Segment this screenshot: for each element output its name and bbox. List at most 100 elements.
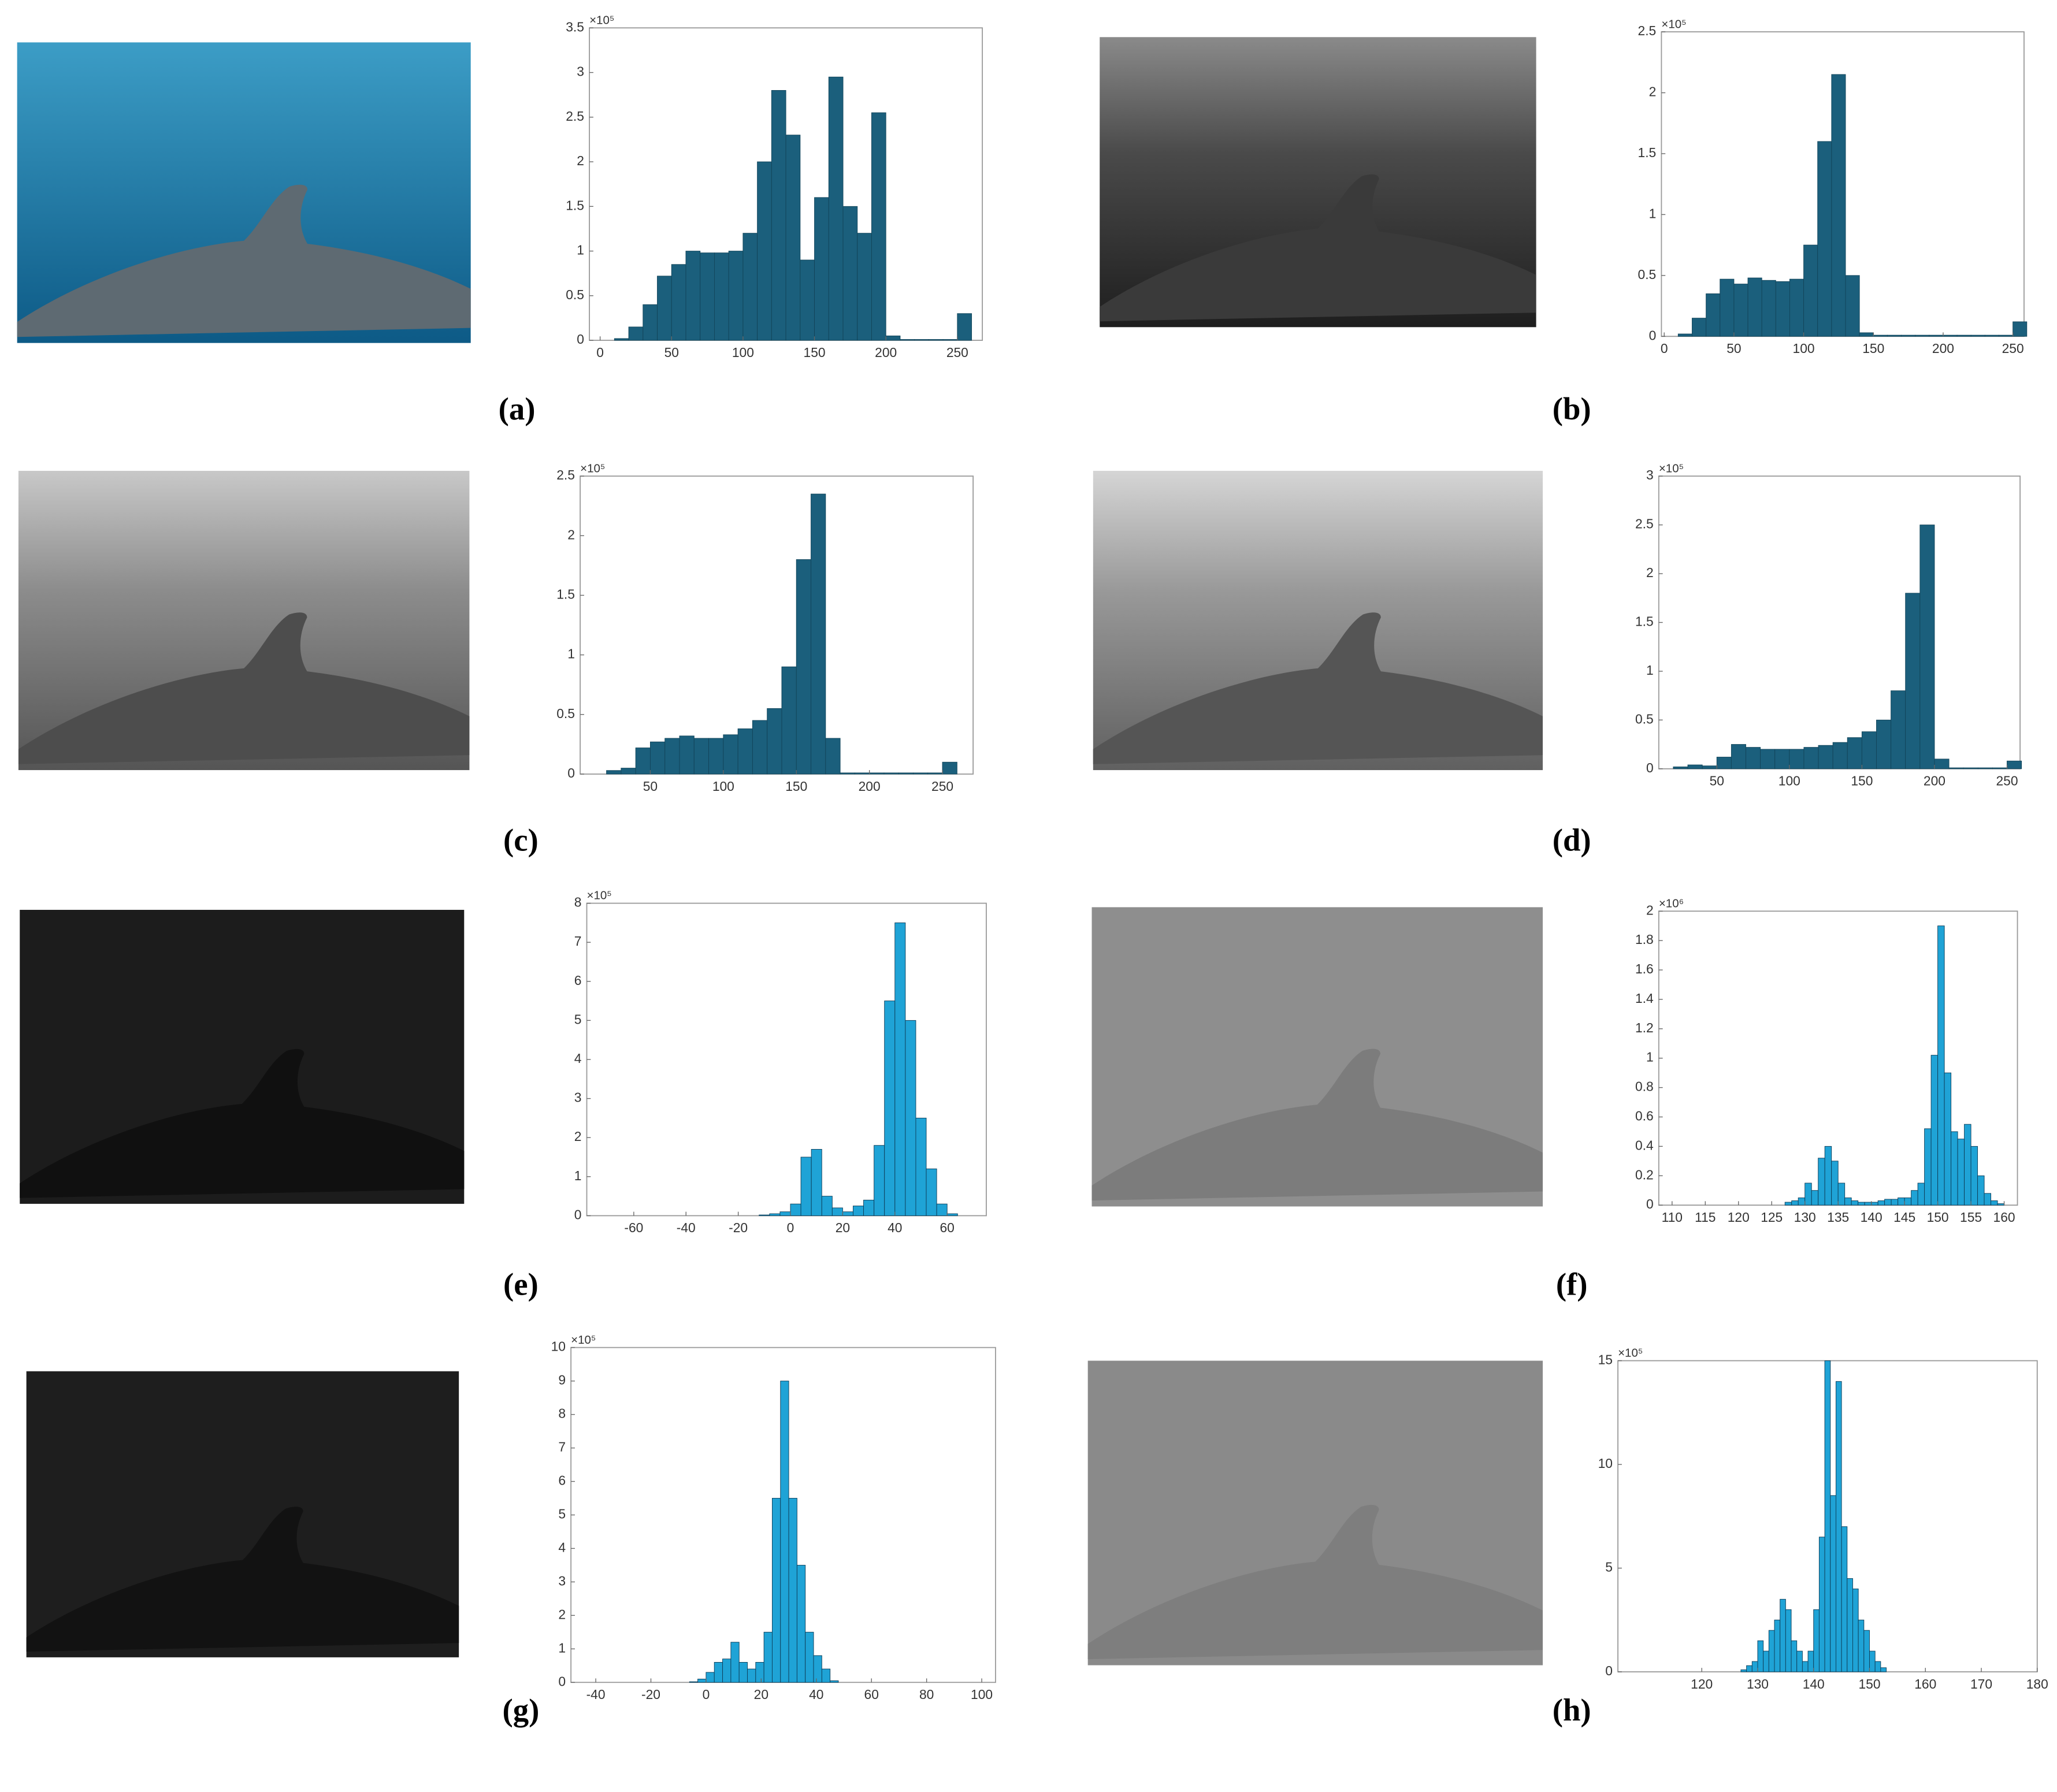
histogram-bar — [1873, 334, 1888, 337]
histogram-bar — [1830, 1495, 1836, 1672]
histogram-bar — [737, 728, 753, 775]
histogram-bar — [1802, 1661, 1809, 1672]
histogram-bar — [1831, 74, 1846, 337]
histogram-bar — [915, 1117, 927, 1216]
axes-box — [1658, 475, 2021, 769]
histogram-bar — [1824, 1146, 1832, 1206]
y-tick-label: 0 — [574, 1207, 582, 1222]
histogram-bar — [1720, 278, 1735, 337]
histogram-bar — [757, 161, 772, 341]
histogram-bar — [763, 1631, 773, 1683]
histogram-bar — [714, 252, 729, 341]
x-tick-label: 100 — [712, 779, 734, 794]
whale-silhouette — [1091, 1049, 1543, 1201]
x-tick-label: 100 — [971, 1687, 993, 1702]
histogram-bar — [708, 738, 724, 775]
y-tick-label: 2.5 — [1638, 23, 1657, 38]
histogram-bar — [1977, 767, 1993, 769]
histogram-bar — [813, 1655, 822, 1683]
histogram-bar — [1997, 1203, 2005, 1206]
histogram-bar — [657, 276, 672, 341]
whale-silhouette — [26, 1507, 459, 1652]
histogram-bar — [1774, 749, 1790, 769]
histogram-bar — [869, 772, 885, 775]
x-tick-label: 250 — [2002, 341, 2024, 356]
histogram-bar — [1818, 1537, 1825, 1672]
x-tick-label: 50 — [1726, 341, 1741, 356]
histogram-bar — [671, 264, 686, 341]
x-tick-label: -40 — [586, 1687, 606, 1702]
whale-silhouette — [1100, 174, 1536, 322]
y-tick-label: 0.5 — [556, 706, 575, 721]
y-scale-label: ×10⁶ — [1659, 897, 1684, 910]
x-tick-label: 125 — [1761, 1210, 1783, 1225]
histogram-bar — [1841, 1526, 1848, 1672]
histogram-bar — [1784, 1202, 1792, 1206]
histogram-bar — [1791, 1640, 1798, 1672]
histogram-bar — [1917, 1183, 1925, 1206]
whale-silhouette — [17, 184, 471, 337]
y-tick-label: 1.5 — [1635, 614, 1654, 629]
histogram-bar — [1937, 925, 1945, 1206]
y-tick-label: 3 — [574, 1090, 582, 1105]
histogram-bar — [853, 1206, 864, 1216]
y-tick-label: 10 — [1598, 1456, 1613, 1471]
x-tick-label: 250 — [946, 345, 968, 360]
x-tick-label: 50 — [643, 779, 658, 794]
histogram-bar — [723, 734, 738, 775]
x-tick-label: 150 — [1858, 1676, 1880, 1691]
histogram-bar — [1760, 749, 1776, 769]
y-tick-label: 2 — [1646, 565, 1654, 580]
y-tick-label: 1 — [1649, 206, 1657, 221]
histogram-bar — [1837, 1183, 1846, 1206]
histogram: -40 -20 0 20 40 60 80 100 0 1 2 3 4 5 6 7 8 9 10 ×10⁵ — [551, 1333, 996, 1702]
y-tick-label: 10 — [551, 1339, 566, 1354]
histogram-bar — [1864, 1202, 1872, 1206]
histogram-bar — [606, 770, 622, 775]
x-tick-label: 120 — [1691, 1676, 1713, 1691]
histogram-bar — [811, 493, 826, 775]
histogram-bar — [1859, 332, 1874, 337]
histogram-bar — [1904, 1197, 1912, 1206]
panel-label: (c) — [503, 822, 539, 857]
histogram-bar — [1791, 1200, 1799, 1206]
histogram-bar — [1768, 1630, 1775, 1672]
histogram-bar — [780, 1381, 789, 1683]
histogram-bar — [1702, 765, 1717, 769]
histogram-bar — [842, 1211, 853, 1216]
x-tick-label: -20 — [729, 1220, 748, 1235]
histogram-bar — [1757, 1640, 1764, 1672]
y-tick-label: 8 — [574, 895, 582, 910]
x-tick-label: 120 — [1728, 1210, 1750, 1225]
x-tick-label: 130 — [1747, 1676, 1769, 1691]
histogram-bar — [1951, 1131, 1958, 1206]
x-tick-label: 250 — [931, 779, 953, 794]
histogram-bar — [664, 738, 680, 775]
y-tick-label: 6 — [558, 1473, 566, 1488]
x-tick-label: 145 — [1893, 1210, 1915, 1225]
y-tick-label: 1 — [577, 243, 584, 258]
x-tick-label: 0 — [787, 1220, 794, 1235]
histogram-bar — [1901, 334, 1916, 337]
x-tick-label: 110 — [1662, 1210, 1683, 1225]
x-tick-label: 0 — [703, 1687, 710, 1702]
histogram-bar — [914, 339, 929, 341]
histogram-bar — [1880, 1667, 1887, 1672]
histogram-bar — [706, 1672, 715, 1683]
y-scale-label: ×10⁵ — [571, 1333, 596, 1347]
histogram-bar — [913, 772, 929, 775]
histogram-bar — [1869, 1650, 1876, 1672]
y-scale-label: ×10⁵ — [587, 889, 612, 902]
y-tick-label: 2.5 — [566, 109, 584, 124]
x-tick-label: 160 — [1914, 1676, 1936, 1691]
histogram-bar — [771, 1497, 781, 1683]
histogram-bar — [769, 1213, 781, 1216]
y-tick-label: 0.6 — [1635, 1109, 1654, 1124]
histogram-bar — [779, 1211, 791, 1216]
y-tick-label: 1.6 — [1635, 961, 1654, 976]
histogram-bar — [926, 1168, 937, 1216]
histogram-bar — [1817, 141, 1832, 337]
histogram-bar — [1780, 1598, 1786, 1672]
histogram-bar — [942, 339, 958, 341]
histogram-bar — [685, 251, 701, 341]
